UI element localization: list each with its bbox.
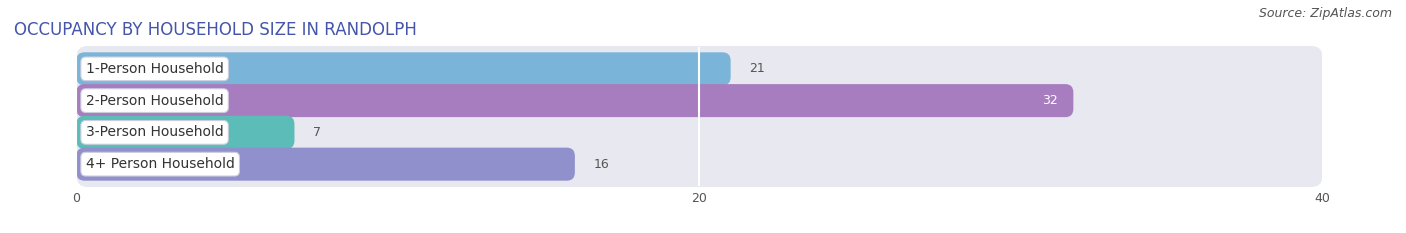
FancyBboxPatch shape (76, 141, 1323, 187)
Text: 2-Person Household: 2-Person Household (86, 94, 224, 108)
FancyBboxPatch shape (76, 116, 294, 149)
Text: 16: 16 (593, 158, 609, 171)
FancyBboxPatch shape (76, 148, 575, 181)
FancyBboxPatch shape (76, 46, 1323, 92)
Text: 32: 32 (1042, 94, 1057, 107)
Text: 3-Person Household: 3-Person Household (86, 125, 224, 139)
FancyBboxPatch shape (76, 84, 1073, 117)
Text: 7: 7 (314, 126, 321, 139)
FancyBboxPatch shape (76, 110, 1323, 155)
Text: 4+ Person Household: 4+ Person Household (86, 157, 235, 171)
FancyBboxPatch shape (76, 78, 1323, 123)
Text: Source: ZipAtlas.com: Source: ZipAtlas.com (1258, 7, 1392, 20)
Text: 21: 21 (749, 62, 765, 75)
Text: OCCUPANCY BY HOUSEHOLD SIZE IN RANDOLPH: OCCUPANCY BY HOUSEHOLD SIZE IN RANDOLPH (14, 21, 418, 39)
Text: 1-Person Household: 1-Person Household (86, 62, 224, 76)
FancyBboxPatch shape (76, 52, 731, 85)
